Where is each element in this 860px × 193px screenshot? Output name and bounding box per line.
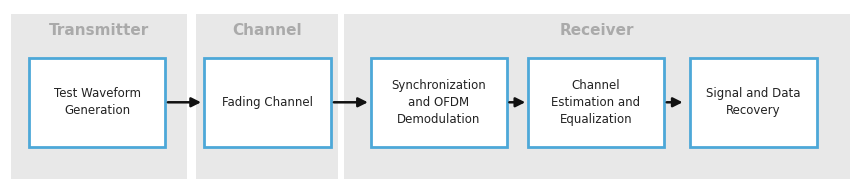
FancyBboxPatch shape	[528, 58, 664, 147]
Text: Fading Channel: Fading Channel	[222, 96, 313, 109]
Text: Receiver: Receiver	[560, 23, 634, 38]
FancyBboxPatch shape	[204, 58, 331, 147]
Text: Channel: Channel	[232, 23, 302, 38]
Text: Transmitter: Transmitter	[49, 23, 150, 38]
Text: Test Waveform
Generation: Test Waveform Generation	[53, 87, 141, 117]
Text: Synchronization
and OFDM
Demodulation: Synchronization and OFDM Demodulation	[391, 79, 486, 126]
FancyBboxPatch shape	[29, 58, 165, 147]
FancyBboxPatch shape	[196, 14, 338, 179]
FancyBboxPatch shape	[11, 14, 187, 179]
Text: Signal and Data
Recovery: Signal and Data Recovery	[706, 87, 801, 117]
FancyBboxPatch shape	[371, 58, 507, 147]
Text: Channel
Estimation and
Equalization: Channel Estimation and Equalization	[551, 79, 641, 126]
FancyBboxPatch shape	[690, 58, 817, 147]
FancyBboxPatch shape	[344, 14, 850, 179]
